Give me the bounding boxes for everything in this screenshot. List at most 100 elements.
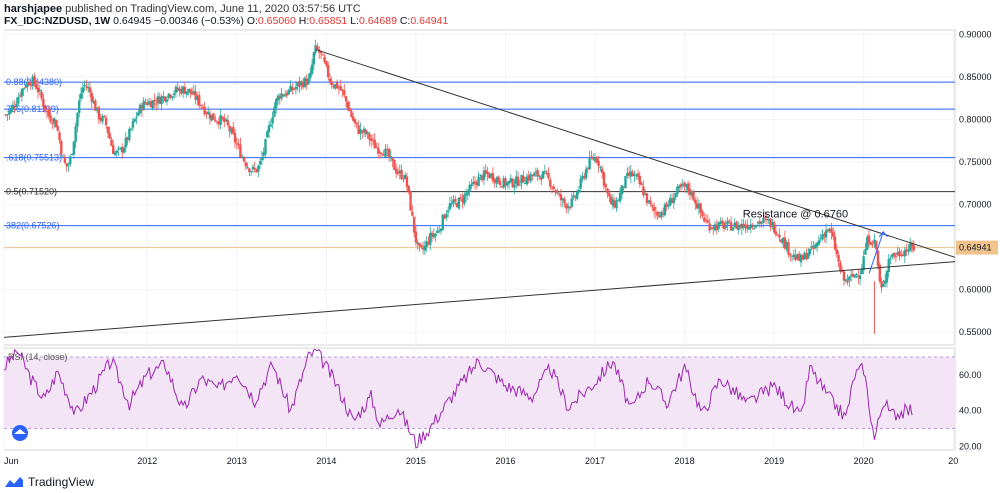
candle-body: [325, 61, 328, 66]
candle-body: [54, 119, 58, 128]
candle-body: [531, 174, 534, 177]
ohlc-high-label: H:: [298, 15, 310, 27]
trendline: [315, 49, 956, 258]
candle-body: [63, 156, 67, 163]
candle-body: [536, 170, 539, 177]
candle-body: [602, 172, 606, 186]
candle-body: [507, 180, 511, 184]
candle-body: [683, 182, 686, 187]
candle-body: [497, 176, 500, 183]
hide-indicators-button[interactable]: [12, 425, 28, 441]
candle-body: [187, 88, 190, 92]
arrow-head-icon: [878, 230, 888, 238]
candle-body: [674, 193, 677, 198]
candle-body: [889, 258, 892, 260]
candle-body: [133, 118, 136, 122]
candle-body: [167, 93, 170, 99]
candle-body: [251, 166, 255, 170]
candle-body: [532, 173, 536, 177]
candle-body: [814, 244, 817, 249]
candle-body: [149, 101, 153, 108]
x-tick-label: 2018: [675, 456, 695, 466]
candle-body: [737, 225, 740, 231]
candle-body: [660, 211, 663, 217]
y-tick-label: 0.80000: [959, 114, 992, 124]
tradingview-brand: TradingView: [28, 475, 95, 489]
candle-body: [731, 227, 735, 231]
candle-body: [421, 247, 425, 250]
candle-body: [575, 192, 579, 199]
candle-body: [27, 82, 31, 86]
candle-body: [412, 216, 416, 233]
candle-body: [867, 235, 871, 244]
candle-body: [94, 100, 97, 111]
candle-body: [849, 275, 853, 277]
candle-body: [550, 187, 554, 189]
candle-body: [206, 111, 210, 115]
candle-body: [833, 236, 837, 250]
candle-body: [874, 241, 878, 250]
candle-body: [871, 244, 874, 246]
candle-body: [821, 234, 824, 240]
candle-body: [756, 222, 760, 224]
candle-body: [581, 175, 584, 180]
price-change: −0.00346 (−0.53%): [153, 15, 244, 27]
candle-body: [33, 75, 36, 85]
candle-body: [339, 85, 342, 91]
candle-body: [438, 230, 441, 232]
candle-body: [140, 105, 144, 111]
candle-body: [330, 81, 333, 86]
candle-body: [828, 228, 831, 232]
candle-body: [810, 245, 813, 248]
candle-body: [783, 237, 787, 249]
candle-body: [348, 107, 351, 112]
candle-body: [611, 199, 615, 206]
candle-body: [883, 280, 887, 284]
candle-body: [334, 84, 337, 89]
candle-body: [699, 203, 702, 213]
candle-body: [719, 221, 722, 225]
candle-body: [83, 84, 86, 86]
candle-body: [405, 176, 409, 187]
candle-body: [165, 99, 169, 102]
candle-body: [128, 128, 131, 140]
candle-body: [826, 229, 830, 232]
candle-body: [636, 173, 640, 177]
candle-body: [579, 178, 582, 189]
candle-body: [262, 152, 265, 156]
author-name[interactable]: harshjapee: [4, 3, 63, 15]
candle-body: [488, 173, 491, 179]
candle-body: [291, 87, 294, 91]
candle-body: [808, 248, 812, 255]
ohlc-close-value: 0.64941: [410, 15, 449, 27]
candle-body: [900, 254, 903, 257]
candle-body: [67, 164, 70, 166]
candle-body: [450, 202, 453, 205]
candle-body: [81, 87, 85, 93]
resistance-annotation: Resistance @ 0.6760: [743, 208, 848, 220]
candle-body: [713, 224, 717, 231]
candle-body: [489, 173, 493, 178]
candle-body: [769, 218, 772, 228]
candle-body: [815, 242, 819, 247]
candle-body: [515, 176, 518, 185]
candle-body: [606, 188, 609, 194]
candle-body: [253, 167, 256, 170]
candle-body: [276, 95, 280, 101]
candle-body: [92, 100, 95, 103]
tradingview-footer: TradingView: [4, 475, 94, 489]
candle-body: [679, 184, 683, 187]
candle-body: [480, 175, 484, 181]
candle-body: [418, 242, 421, 246]
candle-body: [540, 177, 543, 180]
candle-body: [366, 131, 369, 134]
candle-body: [183, 86, 187, 94]
candle-body: [695, 203, 699, 209]
fib-level-label: 786(0.81199): [6, 104, 59, 114]
candle-body: [597, 160, 600, 167]
ohlc-high-value: 0.65851: [309, 15, 348, 27]
candle-body: [181, 86, 185, 94]
candle-body: [747, 227, 751, 230]
candle-body: [661, 213, 665, 215]
